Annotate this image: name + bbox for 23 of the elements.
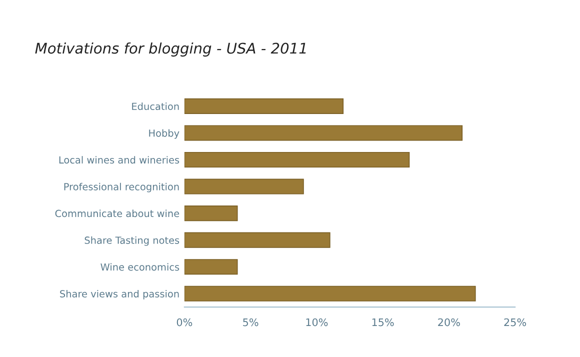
y-tick-label: Wine economics [100,263,180,271]
x-tick-label: 20% [438,318,460,326]
bar [184,232,330,248]
bar [184,98,344,114]
x-tick-label: 0% [176,318,192,326]
y-tick-label: Share views and passion [60,290,179,300]
y-tick-label: Professional recognition [64,182,179,192]
x-tick-label: 25% [504,318,526,326]
bar [184,125,463,141]
bar [184,286,476,302]
y-tick-label: Hobby [149,129,180,139]
bar [184,152,410,168]
bar [184,178,304,194]
bar [184,206,238,222]
x-tick-label: 5% [243,318,258,326]
y-tick-label: Communicate about wine [55,210,180,218]
y-tick-label: Local wines and wineries [59,156,180,164]
y-tick-label: Share Tasting notes [84,236,180,246]
x-tick-label: 10% [306,318,328,326]
chart-title: Motivations for blogging - USA - 2011 [35,42,306,57]
bar [184,259,238,275]
x-tick-label: 15% [372,318,394,326]
y-tick-label: Education [132,102,179,110]
